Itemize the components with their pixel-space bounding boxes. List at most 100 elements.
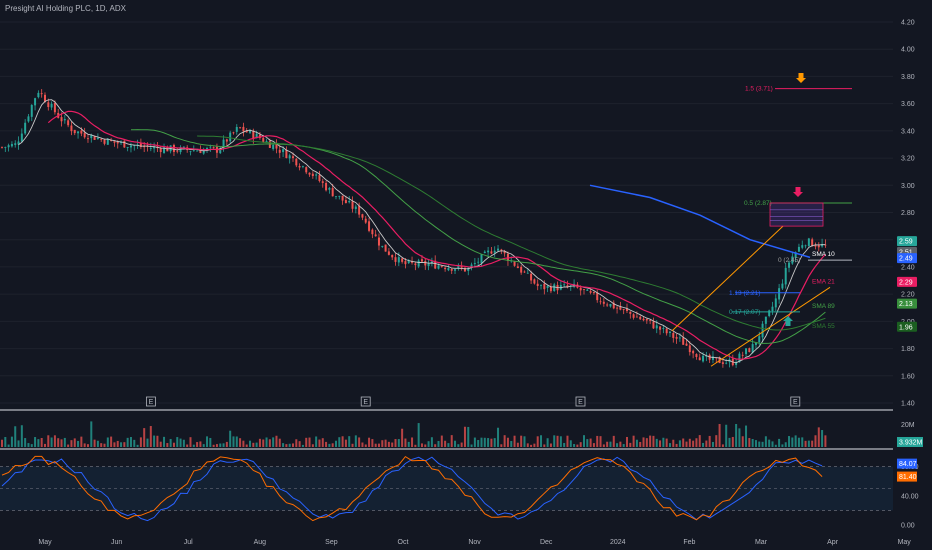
volume-bar (169, 438, 172, 447)
candle-body (50, 103, 53, 108)
series-badge: 2.13 (899, 301, 913, 308)
volume-bar (768, 439, 771, 447)
volume-bar (182, 439, 185, 447)
candle-body (807, 238, 810, 246)
candle-body (93, 136, 96, 140)
candle-body (199, 150, 202, 153)
candle-body (282, 149, 285, 153)
volume-bar (143, 428, 146, 447)
volume-bar (731, 436, 734, 447)
candle-body (245, 130, 248, 133)
volume-bar (308, 437, 311, 447)
candle-body (129, 145, 132, 148)
candle-body (209, 146, 212, 148)
candle-body (606, 304, 609, 306)
volume-bar (397, 439, 400, 447)
volume-bar (427, 441, 430, 447)
volume-bar (229, 430, 232, 447)
candle-body (381, 245, 384, 247)
volume-bar (50, 437, 53, 447)
candle-body (506, 253, 509, 261)
y-tick-label: 2.20 (901, 292, 915, 299)
candle-body (242, 126, 245, 132)
earnings-marker-label: E (149, 399, 154, 406)
volume-bar (652, 435, 655, 447)
volume-bar (702, 442, 705, 447)
chart-title: Presight AI Holding PLC, 1D, ADX (5, 4, 126, 13)
series-badge-bg (897, 276, 917, 287)
volume-bar (629, 442, 632, 447)
candle-body (741, 354, 744, 356)
y-tick-label: 3.40 (901, 128, 915, 135)
candle-body (788, 262, 791, 268)
volume-bar (106, 437, 109, 447)
candle-body (586, 289, 589, 291)
volume-bar (96, 440, 99, 447)
candle-body (490, 251, 493, 254)
candle-body (430, 261, 433, 264)
volume-bar (377, 443, 380, 447)
fib-level-label: 1.5 (3.71) (745, 86, 773, 93)
volume-bar (483, 437, 486, 447)
x-tick-label: May (898, 539, 912, 546)
volume-bar (70, 440, 73, 447)
y-tick-label: 3.20 (901, 156, 915, 163)
candle-body (387, 251, 390, 255)
volume-bar (420, 443, 423, 447)
candle-body (450, 268, 453, 271)
volume-bar (801, 437, 804, 447)
candle-body (513, 261, 516, 266)
series-label: EMA 21 (812, 278, 835, 285)
volume-bar (559, 436, 562, 447)
volume-bar (209, 437, 212, 447)
candle-body (364, 218, 367, 223)
candle-body (106, 138, 109, 145)
volume-bar (166, 443, 169, 447)
volume-bar (17, 440, 20, 447)
candle-body (239, 127, 242, 129)
volume-bar (463, 426, 466, 447)
volume-bar (430, 437, 433, 447)
candle-body (758, 336, 761, 343)
long-average-line (589, 184, 811, 259)
candle-body (397, 257, 400, 263)
candle-body (652, 321, 655, 329)
volume-bar (672, 439, 675, 447)
volume-bar (490, 438, 493, 447)
volume-bar (675, 443, 678, 447)
volume-bar (497, 427, 500, 447)
x-tick-label: Nov (468, 539, 481, 546)
volume-bar (20, 425, 23, 447)
volume-bar (606, 441, 609, 447)
candle-body (487, 250, 490, 253)
channel-upper-line (671, 225, 784, 332)
volume-bar (824, 435, 827, 447)
earnings-marker-label: E (793, 399, 798, 406)
volume-bar (599, 436, 602, 447)
candle-body (692, 350, 695, 354)
volume-bar (659, 440, 662, 447)
volume-bar (358, 437, 361, 447)
volume-bar (612, 435, 615, 447)
series-badge: 1.96 (899, 324, 913, 331)
volume-bar (778, 438, 781, 447)
y-tick-label: 1.60 (901, 373, 915, 380)
volume-bar (635, 439, 638, 447)
volume-bar (341, 436, 344, 447)
volume-bar (725, 424, 728, 447)
candle-body (225, 139, 228, 142)
volume-bar (27, 443, 30, 447)
volume-bar (609, 441, 612, 447)
volume-bar (53, 435, 56, 447)
volume-bar (543, 444, 546, 447)
volume-bar (311, 444, 314, 447)
volume-bar (556, 435, 559, 447)
candle-body (682, 337, 685, 345)
candle-body (176, 150, 179, 152)
series-badge-bg (897, 321, 917, 332)
candle-body (629, 311, 632, 314)
candle-body (384, 244, 387, 252)
volume-bar (301, 444, 304, 447)
volume-bar (414, 444, 417, 447)
